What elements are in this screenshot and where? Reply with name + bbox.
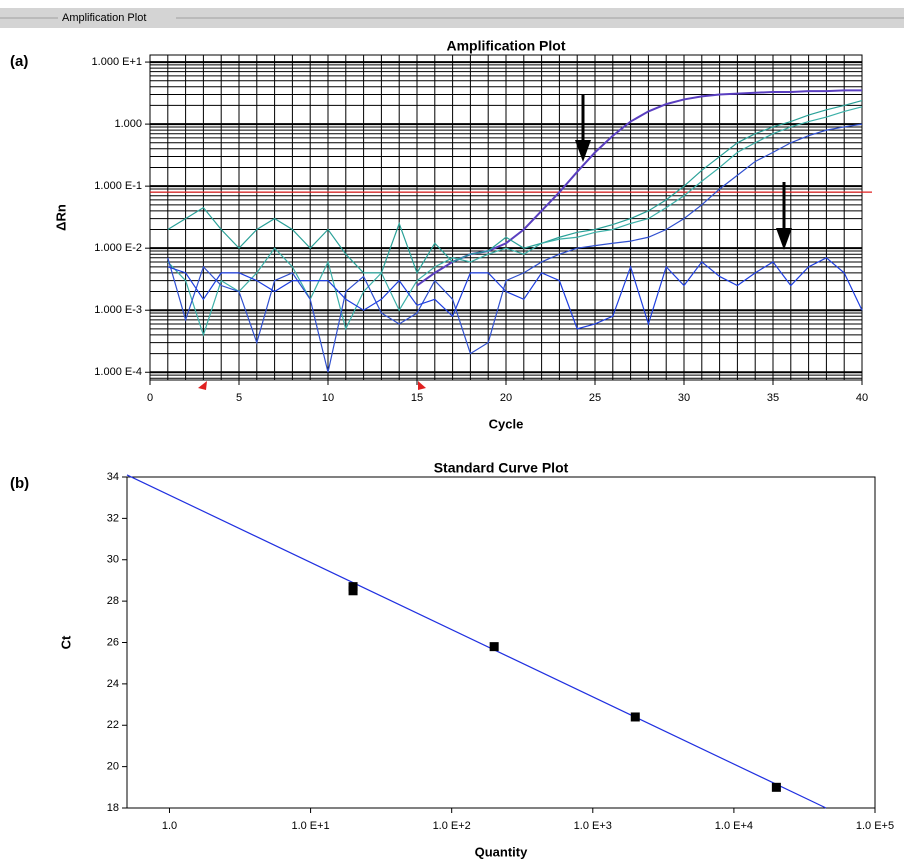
series-line [167, 257, 863, 330]
x-tick-label: 1.0 [162, 820, 177, 832]
chart-title: Standard Curve Plot [434, 460, 569, 476]
x-tick-label: 20 [500, 392, 512, 404]
x-tick-label: 10 [322, 392, 334, 404]
arrows [198, 95, 792, 390]
arrow-head [575, 140, 591, 162]
y-tick-label: 1.000 E-2 [94, 242, 142, 254]
y-tick-label: 26 [107, 636, 119, 648]
x-tick-label: 35 [767, 392, 779, 404]
amplification-chart: (a) Amplification Plot Cycle ΔRn 1.000 E+1 1.… [10, 38, 872, 431]
standard-curve-chart: (b) Standard Curve Plot Quantity Ct 18 20 22 24… [10, 460, 894, 860]
y-tick-label: 1.000 E+1 [92, 56, 142, 68]
y-axis-label: Ct [58, 635, 73, 649]
y-axis-label: ΔRn [53, 204, 68, 231]
y-tick-label: 18 [107, 802, 119, 814]
x-tick-label: 0 [147, 392, 153, 404]
fit-line [126, 474, 827, 809]
arrow-head [776, 228, 792, 250]
header-label-bg [58, 10, 176, 26]
y-tick-label: 1.000 E-1 [94, 180, 142, 192]
plot-frame [149, 54, 863, 381]
panel-label: (b) [10, 475, 29, 492]
y-tick-label: 34 [107, 471, 119, 483]
series-line [167, 106, 863, 337]
y-tick-label: 30 [107, 554, 119, 566]
x-tick-label: 1.0 E+1 [291, 820, 329, 832]
baseline-marker [198, 381, 207, 390]
point [771, 782, 781, 792]
y-tick-label: 1.000 E-4 [94, 366, 142, 378]
x-tick-label: 40 [856, 392, 868, 404]
series-line [167, 123, 863, 373]
y-tick-label: 20 [107, 761, 119, 773]
x-axis-label: Quantity [475, 844, 528, 859]
x-tick-label: 1.0 E+2 [433, 820, 471, 832]
x-tick-label: 1.0 E+5 [856, 820, 894, 832]
x-tick-label: 1.0 E+3 [574, 820, 612, 832]
x-tick-label: 25 [589, 392, 601, 404]
series-line [167, 99, 863, 275]
point [348, 586, 358, 596]
point [630, 712, 640, 722]
x-axis-label: Cycle [489, 416, 524, 431]
baseline-marker [418, 381, 426, 390]
plot-frame [126, 476, 876, 809]
panel-label: (a) [10, 53, 28, 70]
chart-title: Amplification Plot [447, 38, 566, 54]
y-tick-label: 28 [107, 595, 119, 607]
y-tick-label: 32 [107, 512, 119, 524]
series-line [416, 89, 862, 287]
header: Amplification Plot [62, 12, 146, 24]
x-tick-label: 30 [678, 392, 690, 404]
y-tick-label: 24 [107, 678, 119, 690]
x-tick-label: 15 [411, 392, 423, 404]
x-tick-label: 1.0 E+4 [715, 820, 753, 832]
y-tick-label: 1.000 E-3 [94, 304, 142, 316]
y-tick-label: 22 [107, 719, 119, 731]
x-tick-label: 5 [236, 392, 242, 404]
point [489, 642, 499, 652]
y-tick-label: 1.000 [114, 118, 142, 130]
